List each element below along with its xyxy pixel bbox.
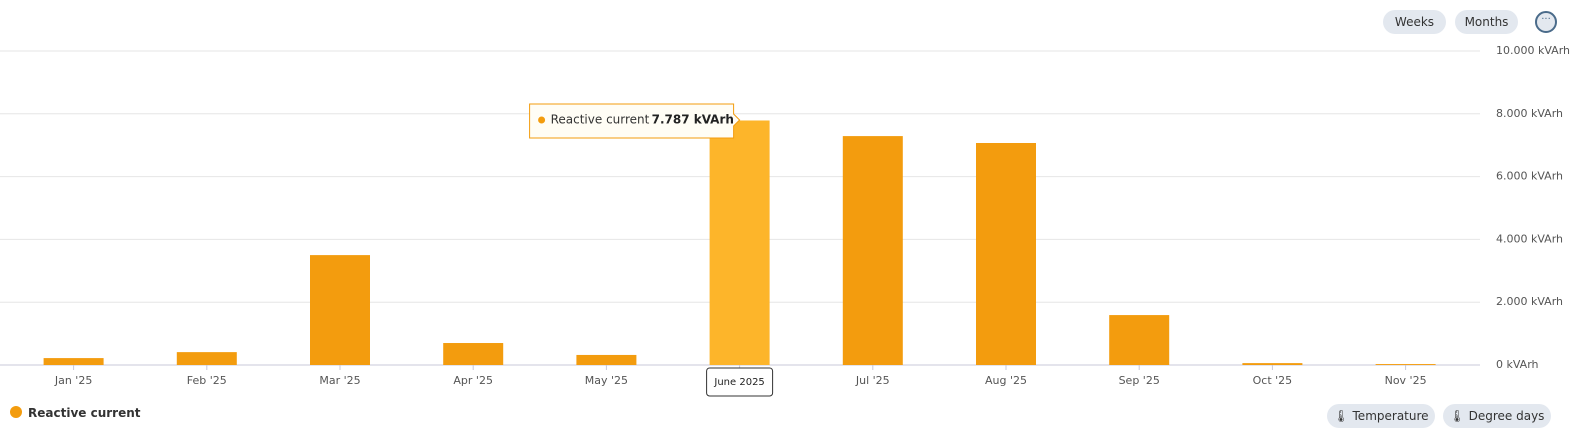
weeks-button[interactable]: Weeks	[1383, 10, 1446, 34]
tooltip-label: Reactive current	[551, 113, 650, 127]
bar	[576, 354, 637, 365]
x-label-box	[706, 367, 774, 397]
y-tick-label: 6.000 kVArh	[1496, 170, 1563, 183]
temperature-toggle[interactable]: 🌡 Temperature	[1327, 404, 1435, 428]
x-tick-label: Nov '25	[1385, 374, 1427, 387]
bar	[310, 255, 370, 365]
x-tick-label: Jul '25	[855, 374, 890, 387]
x-tick-label: Oct '25	[1253, 374, 1293, 387]
degree-days-toggle[interactable]: 🌡 Degree days	[1443, 404, 1551, 428]
x-tick-label: June 2025	[713, 377, 764, 388]
y-tick-label: 2.000 kVArh	[1496, 295, 1563, 308]
x-tick-label: Mar '25	[319, 374, 360, 387]
legend-label: Reactive current	[28, 406, 141, 420]
x-tick-label: Feb '25	[187, 374, 227, 387]
bar	[1375, 364, 1436, 365]
bar	[1109, 315, 1170, 365]
y-tick-label: 0 kVArh	[1496, 358, 1539, 371]
x-tick-label: Aug '25	[985, 374, 1027, 387]
more-button[interactable]: ···	[1535, 11, 1557, 33]
y-tick-label: 10.000 kVArh	[1496, 44, 1570, 57]
bar	[709, 120, 770, 366]
bar	[976, 143, 1036, 365]
bar	[1242, 363, 1303, 365]
toggle-label: Temperature	[1352, 409, 1429, 423]
months-button[interactable]: Months	[1455, 10, 1518, 34]
y-tick-label: 4.000 kVArh	[1496, 232, 1563, 245]
tooltip-box	[529, 103, 741, 139]
legend-marker	[10, 406, 22, 418]
bar	[43, 358, 104, 365]
x-tick-label: Sep '25	[1119, 374, 1160, 387]
x-tick-label: Jan '25	[54, 374, 92, 387]
y-tick-label: 8.000 kVArh	[1496, 107, 1563, 120]
tooltip-value: 7.787 kVArh	[652, 113, 734, 127]
x-tick-label: Apr '25	[453, 374, 493, 387]
bar	[176, 352, 237, 365]
tooltip-marker	[538, 116, 546, 124]
bar	[842, 136, 903, 365]
bar	[443, 343, 504, 365]
x-tick-label: May '25	[585, 374, 628, 387]
toggle-label: Degree days	[1468, 409, 1545, 423]
legend[interactable]: Reactive current	[10, 406, 141, 420]
